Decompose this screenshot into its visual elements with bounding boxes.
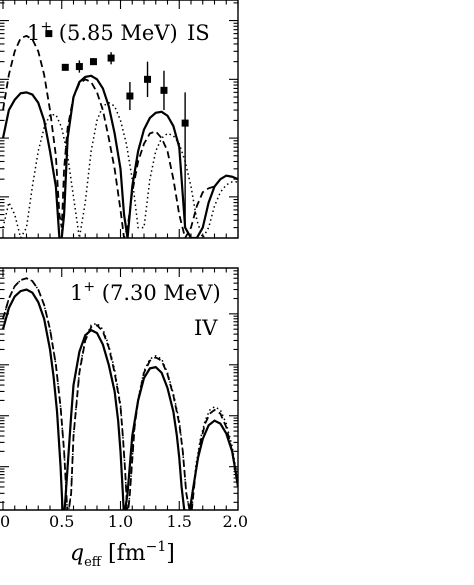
top-data-point bbox=[107, 54, 115, 62]
top-data-points bbox=[45, 30, 189, 228]
x-tick-label: 0.5 bbox=[49, 512, 74, 531]
top-data-point bbox=[144, 75, 152, 83]
top-panel-channel: IS bbox=[187, 21, 210, 45]
x-tick-label: 2.0 bbox=[223, 512, 248, 531]
top-curve-dashed bbox=[2, 34, 215, 238]
x-axis-label: qeff [fm−1] bbox=[70, 539, 175, 570]
top-data-point bbox=[181, 119, 189, 127]
top-panel-frame bbox=[0, 0, 239, 239]
x-tick-label: 1.5 bbox=[167, 512, 192, 531]
panel-iv: 1+ (7.30 MeV) IV bbox=[0, 267, 239, 511]
top-panel-label: 1+ (5.85 MeV) bbox=[27, 19, 178, 45]
bottom-curve-dotted bbox=[2, 277, 238, 510]
top-data-point bbox=[89, 58, 97, 66]
top-curve-dotted bbox=[2, 101, 238, 238]
top-data-point bbox=[126, 92, 134, 100]
x-tick-label: 0 bbox=[0, 512, 10, 531]
top-data-point bbox=[75, 63, 83, 71]
bottom-x-ticks bbox=[2, 268, 239, 510]
top-curves bbox=[1, 34, 238, 238]
bottom-curves bbox=[1, 277, 238, 510]
panel-is: 1+ (5.85 MeV) IS bbox=[0, 0, 239, 239]
top-data-point bbox=[45, 30, 53, 38]
bottom-panel-frame bbox=[0, 267, 239, 511]
bottom-curve-dashed bbox=[2, 277, 238, 510]
top-data-point bbox=[160, 86, 168, 94]
bottom-panel-channel: IV bbox=[194, 316, 218, 340]
x-tick-labels: 0 0.5 1.0 1.5 2.0 bbox=[0, 512, 248, 531]
top-y-ticks bbox=[0, 2, 238, 239]
bottom-panel-label: 1+ (7.30 MeV) bbox=[70, 279, 221, 305]
bottom-y-ticks bbox=[0, 270, 238, 503]
top-x-ticks bbox=[2, 0, 239, 238]
top-data-point bbox=[61, 63, 69, 71]
x-tick-label: 1.0 bbox=[108, 512, 133, 531]
